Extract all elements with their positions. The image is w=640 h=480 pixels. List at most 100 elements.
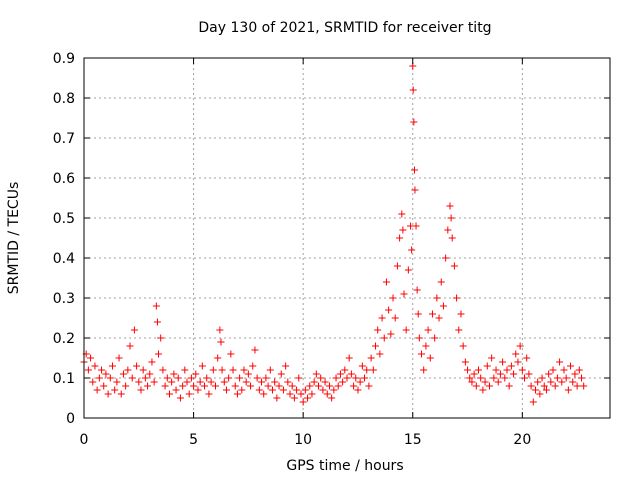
data-point xyxy=(117,390,125,398)
data-point xyxy=(172,386,180,394)
data-point xyxy=(225,374,233,382)
data-point xyxy=(540,382,548,390)
data-point xyxy=(418,350,426,358)
data-point xyxy=(290,394,298,402)
data-point xyxy=(391,314,399,322)
data-point xyxy=(161,382,169,390)
data-point xyxy=(534,378,542,386)
data-point xyxy=(212,382,219,390)
data-point xyxy=(404,266,412,274)
data-point xyxy=(253,374,261,382)
data-point xyxy=(380,334,388,342)
data-point xyxy=(273,394,281,402)
plot-frame xyxy=(83,57,611,419)
x-axis-label: GPS time / hours xyxy=(286,458,403,474)
y-axis-label: SRMTID / TECUs xyxy=(6,182,22,295)
data-point xyxy=(531,386,539,394)
data-point xyxy=(93,386,101,394)
data-point xyxy=(415,334,423,342)
data-point xyxy=(470,370,478,378)
data-point xyxy=(192,370,200,378)
data-point xyxy=(341,366,349,374)
data-point xyxy=(435,314,443,322)
data-point xyxy=(369,366,377,374)
data-point xyxy=(414,310,422,318)
data-point xyxy=(271,378,279,386)
data-point xyxy=(450,262,458,270)
data-point xyxy=(130,326,138,334)
data-point xyxy=(128,374,136,382)
data-point xyxy=(442,254,450,262)
data-point xyxy=(446,202,454,210)
data-point xyxy=(312,370,320,378)
data-point xyxy=(334,382,342,390)
data-point xyxy=(95,374,103,382)
data-point xyxy=(367,354,375,362)
data-point xyxy=(124,366,132,374)
data-point xyxy=(227,350,235,358)
data-point xyxy=(214,354,222,362)
data-point xyxy=(249,362,257,370)
data-point xyxy=(483,362,491,370)
data-point xyxy=(444,226,452,234)
data-point xyxy=(111,386,119,394)
data-point xyxy=(91,362,99,370)
data-point xyxy=(255,386,263,394)
data-point xyxy=(573,382,581,390)
data-point xyxy=(447,214,455,222)
data-point xyxy=(293,386,301,394)
data-point xyxy=(409,86,417,94)
data-point xyxy=(328,394,336,402)
data-point xyxy=(277,370,285,378)
data-point xyxy=(89,378,97,386)
data-point xyxy=(514,358,522,366)
data-point xyxy=(113,378,121,386)
data-point xyxy=(301,386,309,394)
data-point xyxy=(247,382,255,390)
data-point xyxy=(571,370,579,378)
data-point xyxy=(496,370,504,378)
data-point xyxy=(567,362,575,370)
data-point xyxy=(100,382,108,390)
y-tick-label: 0.1 xyxy=(53,371,75,387)
data-point xyxy=(268,386,276,394)
data-point xyxy=(378,314,386,322)
data-point xyxy=(104,390,112,398)
data-point xyxy=(365,382,373,390)
data-point xyxy=(422,342,430,350)
data-point xyxy=(525,370,533,378)
data-point xyxy=(412,222,420,230)
data-point xyxy=(238,386,246,394)
x-tick-label: 10 xyxy=(294,432,312,448)
data-point xyxy=(146,370,154,378)
data-point xyxy=(521,374,529,382)
data-point xyxy=(181,366,189,374)
data-point xyxy=(183,378,191,386)
points-layer xyxy=(80,62,588,406)
x-tick-label: 5 xyxy=(189,432,198,448)
data-point xyxy=(501,374,509,382)
data-point xyxy=(275,382,283,390)
data-point xyxy=(356,378,364,386)
x-tick-label: 15 xyxy=(404,432,422,448)
data-point xyxy=(244,370,252,378)
data-point xyxy=(141,374,149,382)
data-point xyxy=(512,350,520,358)
data-point xyxy=(408,246,416,254)
data-point xyxy=(295,374,303,382)
data-point xyxy=(209,366,217,374)
data-point xyxy=(505,382,513,390)
data-point xyxy=(485,382,493,390)
data-point xyxy=(536,390,544,398)
data-point xyxy=(558,378,566,386)
data-point xyxy=(556,358,564,366)
data-point xyxy=(510,370,518,378)
data-point xyxy=(201,382,209,390)
data-point xyxy=(218,366,226,374)
data-point xyxy=(492,366,500,374)
data-point xyxy=(350,382,358,390)
data-point xyxy=(477,374,485,382)
data-point xyxy=(433,294,441,302)
y-tick-label: 0 xyxy=(66,411,75,427)
y-tick-label: 0.8 xyxy=(53,91,75,107)
